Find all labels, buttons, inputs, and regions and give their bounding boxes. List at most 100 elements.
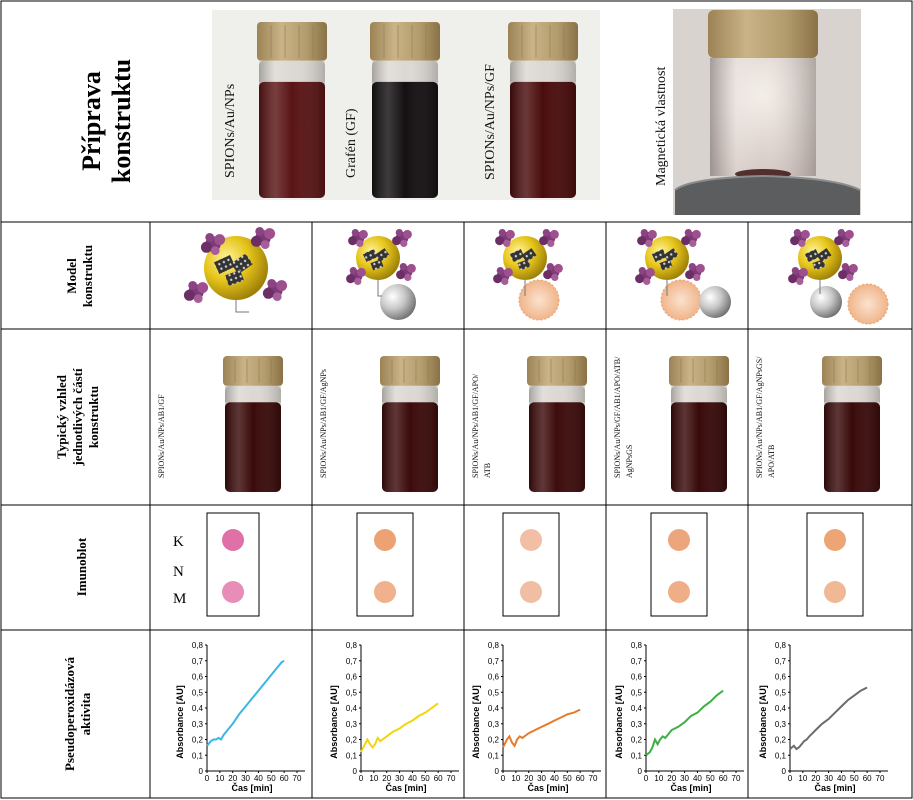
y-tick-label: 0,7 (488, 657, 500, 666)
antibody-protein (392, 229, 412, 247)
absorbance-series (206, 659, 285, 747)
model-2 (346, 229, 416, 320)
x-tick-label: 50 (563, 774, 572, 783)
antibody-protein (543, 263, 563, 281)
antibody-protein (262, 279, 288, 301)
y-tick-label: 0,2 (488, 736, 500, 745)
immunoblot-strip-5 (806, 512, 864, 617)
antibody-protein (681, 229, 701, 247)
x-axis-label: Čas [min] (385, 782, 426, 793)
y-tick-label: 0,7 (631, 657, 643, 666)
blot-dot-m (222, 581, 244, 603)
vial-cap (380, 356, 440, 386)
y-tick-label: 0,6 (775, 673, 787, 682)
x-tick-label: 60 (280, 774, 289, 783)
y-tick-label: 0,1 (488, 751, 500, 760)
y-axis-label: Absorbance [AU] (175, 685, 185, 759)
construct-vial-3 (527, 356, 587, 492)
row-label-vzhled-line2: jednotlivých částí (70, 368, 85, 467)
x-tick-label: 70 (876, 774, 885, 783)
x-tick-label: 60 (863, 774, 872, 783)
chart-2: 0 10 20 30 40 50 60 70 0 0,1 0,2 0,3 0,4 0,5 0,6 0,7 0,8… (329, 641, 459, 793)
construct-vial-1 (223, 356, 283, 492)
silver-nanoparticle (380, 284, 416, 320)
row-label-vzhled-line3: konstruktu (86, 386, 101, 448)
x-tick-label: 70 (447, 774, 456, 783)
top-photo-panel: SPIONs/Au/NPs Grafén (GF) SPIONs/Au/NPs/… (212, 10, 600, 200)
top-vial-label-2: Grafén (GF) (344, 108, 359, 178)
vial-cap (257, 22, 327, 61)
blot-label-k: K (173, 534, 184, 550)
immunoblot-row: K N M (173, 512, 864, 617)
y-tick-label: 0 (495, 767, 500, 776)
y-tick-label: 0,8 (346, 641, 358, 650)
x-tick-label: 0 (788, 774, 793, 783)
row-label-pseudo-line1: Pseudoperoxidázová (62, 657, 77, 771)
model-1 (183, 227, 288, 313)
y-tick-label: 0,7 (775, 657, 787, 666)
immunoblot-strip-4 (650, 512, 708, 617)
antibody-protein (838, 263, 858, 281)
vial-cap (527, 356, 587, 386)
top-vial-label-1: SPIONs/Au/NPs (223, 84, 238, 178)
x-tick-label: 60 (719, 774, 728, 783)
blot-dot-k (374, 529, 396, 551)
immunoblot-strip-1 (206, 512, 260, 617)
x-tick-label: 10 (798, 774, 807, 783)
y-tick-label: 0,6 (192, 673, 204, 682)
x-tick-label: 30 (824, 774, 833, 783)
chart-1: 0 10 20 30 40 50 60 70 0 0,1 0,2 0,3 0,4 0,5 0,6 0,7 0,8… (175, 641, 305, 793)
x-tick-label: 40 (254, 774, 263, 783)
y-tick-label: 0,8 (192, 641, 204, 650)
x-tick-label: 70 (732, 774, 741, 783)
y-tick-label: 0,2 (346, 736, 358, 745)
absorbance-series (360, 702, 439, 753)
antibody-protein (834, 229, 854, 247)
x-axis-label: Čas [min] (231, 782, 272, 793)
x-tick-label: 20 (382, 774, 391, 783)
chart-5: 0 10 20 30 40 50 60 70 0 0,1 0,2 0,3 0,4 0,5 0,6 0,7 0,8… (758, 641, 888, 793)
vial-cap (370, 22, 440, 61)
x-tick-label: 30 (241, 774, 250, 783)
x-tick-label: 0 (359, 774, 364, 783)
blot-dot-m (374, 581, 396, 603)
x-tick-label: 0 (501, 774, 506, 783)
x-tick-label: 10 (215, 774, 224, 783)
y-axis-label: Absorbance [AU] (758, 685, 768, 759)
x-tick-label: 30 (537, 774, 546, 783)
construct-vial-label-3: SPIONs/Au/NPs/AB1/GF/APO/ (471, 373, 480, 478)
y-tick-label: 0,4 (192, 704, 204, 713)
x-tick-label: 40 (408, 774, 417, 783)
top-vial-1 (257, 22, 327, 198)
row-label-model: Model konstruktu (64, 245, 95, 307)
magnetic-photo: Magnetická vlastnost (654, 9, 861, 215)
y-tick-label: 0 (353, 767, 358, 776)
x-tick-label: 20 (524, 774, 533, 783)
x-tick-label: 30 (680, 774, 689, 783)
construct-vial-5 (822, 356, 882, 492)
y-tick-label: 0,6 (488, 673, 500, 682)
row-label-vzhled: Typický vzhled jednotlivých částí konstr… (54, 368, 101, 467)
y-tick-label: 0,4 (775, 704, 787, 713)
antibody-protein (493, 267, 513, 285)
y-tick-label: 0 (638, 767, 643, 776)
model-3 (493, 229, 563, 321)
x-tick-label: 20 (228, 774, 237, 783)
blot-dot-m (824, 581, 846, 603)
x-tick-label: 40 (837, 774, 846, 783)
y-tick-label: 0,3 (775, 720, 787, 729)
blot-dot-k (222, 529, 244, 551)
row-label-priprava-line2: konstruktu (107, 59, 136, 183)
y-tick-label: 0,8 (488, 641, 500, 650)
y-tick-label: 0,7 (192, 657, 204, 666)
x-tick-label: 50 (706, 774, 715, 783)
antibody-protein (346, 267, 366, 285)
y-tick-label: 0,2 (192, 736, 204, 745)
y-tick-label: 0,3 (631, 720, 643, 729)
y-tick-label: 0 (199, 767, 204, 776)
y-tick-label: 0,8 (775, 641, 787, 650)
x-tick-label: 50 (267, 774, 276, 783)
blot-label-m: M (173, 591, 186, 607)
y-tick-label: 0,7 (346, 657, 358, 666)
